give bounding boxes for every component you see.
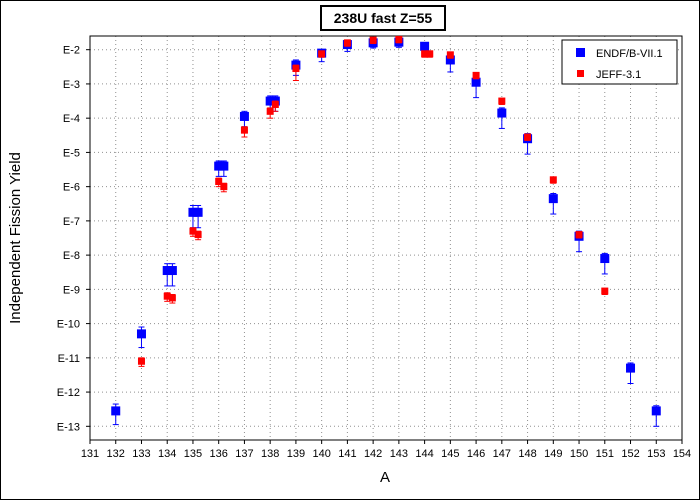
data-point <box>343 39 351 47</box>
y-tick-label: E-3 <box>63 79 80 91</box>
y-tick-label: E-13 <box>57 421 80 433</box>
x-tick-label: 147 <box>493 448 511 460</box>
data-series <box>111 35 661 427</box>
data-point <box>651 406 661 416</box>
axis-ticks: 131 132 133 134 135 136 137 138 139 140 141 142 143 1… <box>57 45 691 460</box>
x-tick-label: 148 <box>518 448 536 460</box>
data-point <box>421 50 429 58</box>
data-point <box>167 266 177 276</box>
data-point <box>426 50 434 58</box>
data-point <box>136 329 146 339</box>
x-tick-label: 154 <box>673 448 691 460</box>
data-point <box>188 207 198 217</box>
x-tick-label: 139 <box>287 448 305 460</box>
y-tick-label: E-7 <box>63 216 80 228</box>
x-tick-label: 150 <box>570 448 588 460</box>
data-point <box>163 292 171 300</box>
title-border <box>320 5 446 31</box>
data-point <box>292 65 300 73</box>
x-tick-label: 137 <box>235 448 253 460</box>
plot-area <box>89 35 683 441</box>
data-point <box>220 183 228 191</box>
legend-label-endf: ENDF/B-VII.1 <box>596 48 663 60</box>
data-point <box>168 294 176 302</box>
x-tick-label: 144 <box>415 448 433 460</box>
y-tick-label: E-5 <box>63 147 80 159</box>
title-box: 238U fast Z=55 <box>320 5 446 31</box>
x-tick-label: 143 <box>390 448 408 460</box>
x-tick-label: 149 <box>544 448 562 460</box>
data-point <box>137 357 145 365</box>
y-axis-title: Independent Fission Yield <box>7 152 24 324</box>
x-tick-label: 136 <box>210 448 228 460</box>
data-point <box>548 194 558 204</box>
data-point <box>189 227 197 235</box>
y-tick-label: E-11 <box>58 353 80 365</box>
data-point <box>240 126 248 134</box>
data-point <box>575 231 583 239</box>
y-tick-label: E-2 <box>63 45 80 57</box>
x-tick-label: 153 <box>647 448 665 460</box>
data-point <box>271 100 279 108</box>
data-point <box>497 108 507 118</box>
data-point <box>318 50 326 58</box>
data-point <box>395 35 403 43</box>
legend: ENDF/B-VII.1 JEFF-3.1 <box>561 39 678 85</box>
data-point <box>420 41 430 51</box>
x-tick-label: 151 <box>596 448 614 460</box>
data-point <box>626 363 636 373</box>
x-tick-label: 152 <box>621 448 639 460</box>
data-point <box>601 287 609 295</box>
legend-swatch-jeff <box>577 70 584 77</box>
data-point <box>111 406 121 416</box>
legend-label-jeff: JEFF-3.1 <box>596 69 641 81</box>
data-point <box>193 207 203 217</box>
data-point <box>219 161 229 171</box>
data-point <box>600 254 610 264</box>
x-tick-label: 133 <box>132 448 150 460</box>
chart-title: 238U fast Z=55 <box>334 10 433 26</box>
x-tick-label: 138 <box>261 448 279 460</box>
y-tick-label: E-6 <box>63 182 80 194</box>
y-tick-label: E-9 <box>63 284 80 296</box>
x-tick-label: 145 <box>441 448 459 460</box>
data-point <box>194 231 202 239</box>
data-point <box>471 77 481 87</box>
x-tick-label: 134 <box>158 448 176 460</box>
data-point <box>265 96 275 106</box>
x-tick-label: 146 <box>467 448 485 460</box>
y-tick-label: E-8 <box>63 250 80 262</box>
data-point <box>445 55 455 65</box>
series-jeff <box>137 35 609 367</box>
x-tick-label: 141 <box>338 448 356 460</box>
y-tick-label: E-4 <box>63 113 80 125</box>
data-point <box>524 133 532 141</box>
data-point <box>369 36 377 44</box>
x-axis-title: A <box>380 469 390 486</box>
data-point <box>498 97 506 105</box>
y-tick-label: E-10 <box>57 319 80 331</box>
data-point <box>239 111 249 121</box>
x-tick-label: 132 <box>107 448 125 460</box>
y-tick-label: E-12 <box>57 387 80 399</box>
legend-swatch-endf <box>576 48 585 57</box>
data-point <box>266 107 274 115</box>
x-tick-label: 142 <box>364 448 382 460</box>
data-point <box>214 161 224 171</box>
data-point <box>549 176 557 184</box>
x-tick-label: 140 <box>312 448 330 460</box>
data-point <box>215 178 223 186</box>
data-point <box>472 71 480 79</box>
x-tick-label: 131 <box>81 448 99 460</box>
data-point <box>162 266 172 276</box>
x-tick-label: 135 <box>184 448 202 460</box>
data-point <box>446 51 454 59</box>
